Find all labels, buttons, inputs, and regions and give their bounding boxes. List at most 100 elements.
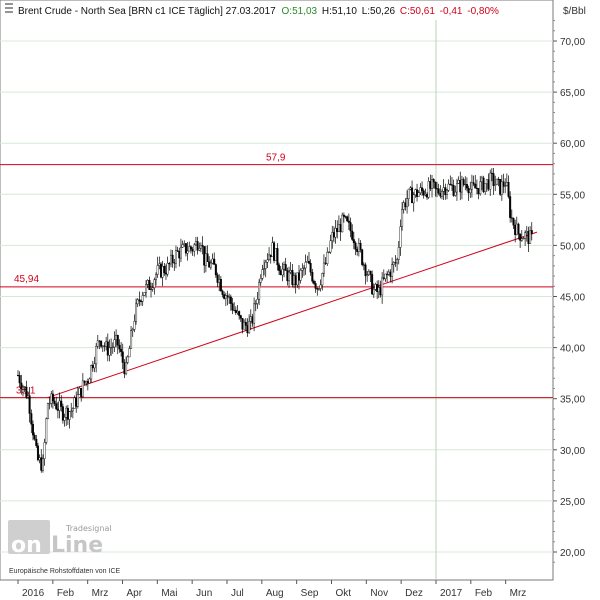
candle-body — [293, 275, 296, 285]
candle-body — [401, 209, 404, 227]
candle-body — [21, 387, 24, 390]
candle-body — [499, 179, 502, 195]
candle-body — [517, 223, 520, 235]
candle-body — [291, 270, 294, 285]
grid-lines — [0, 20, 553, 580]
candle-body — [209, 262, 212, 268]
y-tick-label: 30,00 — [560, 446, 585, 457]
candle-body — [426, 194, 429, 198]
candle-body — [55, 403, 58, 410]
y-tick-label: 65,00 — [560, 88, 585, 99]
candle-body — [130, 330, 133, 349]
candle-body — [216, 274, 219, 283]
candle-body — [294, 275, 297, 286]
x-tick-label: Feb — [475, 588, 493, 599]
candle-body — [70, 410, 73, 412]
candle-body — [110, 347, 113, 349]
candle-body — [394, 262, 397, 264]
price-candles — [17, 168, 533, 473]
candle-body — [115, 335, 118, 340]
candle-body — [475, 187, 478, 189]
candle-body — [507, 182, 510, 197]
candle-body — [339, 224, 342, 233]
header-menu-icon[interactable] — [5, 3, 13, 13]
x-tick-label: Mai — [161, 588, 177, 599]
candle-body — [211, 258, 214, 264]
candle-body — [286, 270, 289, 282]
candle-body — [449, 183, 452, 185]
candle-body — [68, 411, 71, 420]
candle-body — [71, 408, 74, 412]
candle-body — [196, 241, 199, 251]
candle-body — [140, 300, 143, 302]
header-instrument: Brent Crude - North Sea [BRN c1 ICE Tägl… — [18, 6, 276, 17]
candle-body — [201, 244, 204, 247]
candle-body — [332, 232, 335, 238]
candle-body — [158, 263, 161, 266]
candle-body — [31, 424, 34, 436]
candle-body — [163, 266, 166, 274]
candle-body — [184, 243, 187, 254]
candle-body — [80, 387, 83, 397]
candle-body — [341, 214, 344, 233]
candle-body — [447, 183, 450, 191]
watermark-source: Europäische Rohstoffdaten von ICE — [9, 568, 120, 575]
candle-body — [421, 187, 424, 191]
header-low: L:50,26 — [362, 6, 396, 17]
candle-body — [218, 279, 221, 283]
candle-body — [480, 177, 483, 183]
plot-frame — [0, 0, 554, 581]
candle-body — [176, 250, 179, 252]
candle-body — [181, 244, 184, 248]
candle-body — [505, 182, 508, 186]
x-tick-label: Mrz — [92, 588, 109, 599]
candle-body — [35, 438, 38, 447]
candle-body — [98, 340, 101, 342]
candle-body — [460, 179, 463, 193]
y-tick-label: 35,00 — [560, 395, 585, 406]
candle-body — [169, 254, 172, 265]
candle-body — [101, 345, 104, 347]
candle-body — [431, 179, 434, 189]
candle-body — [452, 185, 455, 196]
watermark-brand-on: on — [11, 533, 42, 558]
candle-body — [251, 316, 254, 324]
candle-body — [103, 345, 106, 347]
candle-body — [334, 228, 337, 238]
candle-body — [244, 321, 247, 326]
candle-body — [352, 239, 355, 244]
candle-body — [304, 261, 307, 269]
candle-body — [155, 274, 158, 280]
candle-body — [33, 434, 36, 440]
candle-body — [417, 192, 420, 197]
candle-body — [198, 248, 201, 251]
candle-body — [482, 177, 485, 192]
candle-body — [113, 339, 116, 348]
x-tick-label: Sep — [301, 588, 319, 599]
candle-body — [60, 400, 63, 407]
candle-body — [427, 181, 430, 198]
candle-body — [83, 380, 86, 384]
candle-body — [437, 188, 440, 194]
candle-body — [450, 184, 453, 186]
candle-body — [133, 321, 136, 330]
candle-body — [63, 416, 66, 421]
candle-body — [497, 178, 500, 180]
candle-body — [36, 445, 39, 461]
candle-body — [509, 196, 512, 218]
candle-body — [206, 253, 209, 262]
candle-body — [317, 288, 320, 290]
candle-body — [342, 214, 345, 217]
candle-body — [306, 261, 309, 263]
candle-body — [361, 249, 364, 265]
candle-body — [381, 277, 384, 296]
candle-body — [376, 284, 379, 292]
support-trendline — [47, 231, 538, 399]
candle-body — [419, 187, 422, 193]
candle-body — [414, 189, 417, 196]
candle-body — [231, 303, 234, 311]
candle-body — [470, 182, 473, 190]
candle-body — [487, 179, 490, 190]
candle-body — [515, 223, 518, 235]
